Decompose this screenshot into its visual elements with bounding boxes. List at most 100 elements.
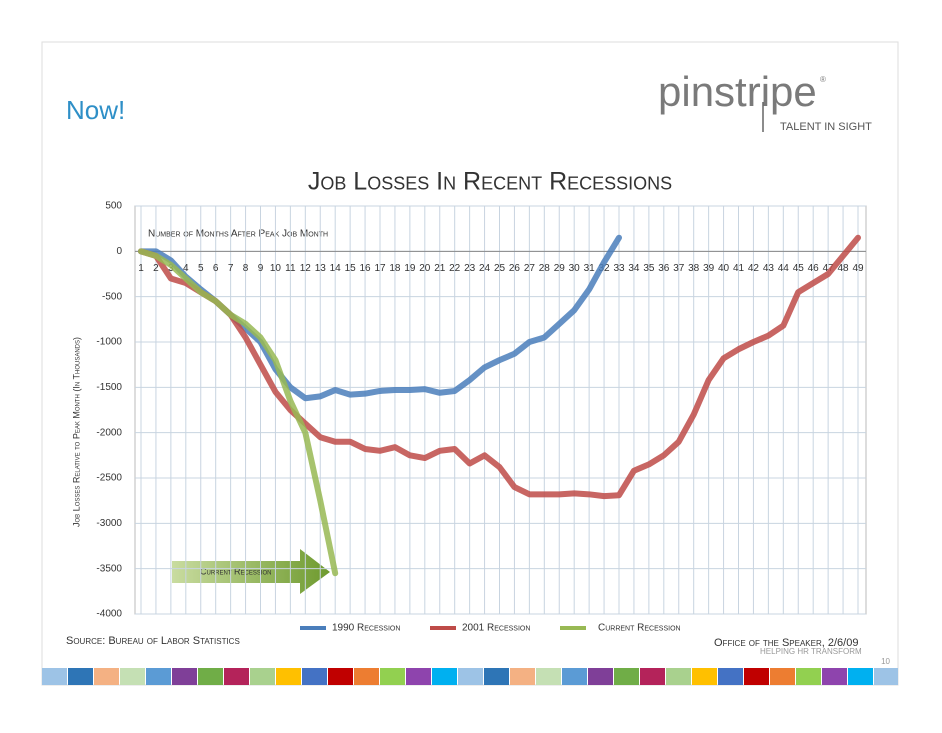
strip-block bbox=[770, 668, 795, 685]
chart-title: Job Losses In Recent Recessions bbox=[308, 168, 672, 196]
strip-block bbox=[120, 668, 145, 685]
strip-block bbox=[406, 668, 431, 685]
x-tick-label: 41 bbox=[733, 263, 745, 274]
strip-block bbox=[198, 668, 223, 685]
strip-block bbox=[354, 668, 379, 685]
legend-label: Current Recession bbox=[598, 623, 681, 634]
strip-block bbox=[718, 668, 743, 685]
logo-mark: ® bbox=[820, 75, 826, 84]
x-tick-label: 9 bbox=[258, 263, 264, 274]
x-tick-label: 8 bbox=[243, 263, 249, 274]
x-tick-label: 7 bbox=[228, 263, 234, 274]
strip-block bbox=[874, 668, 898, 685]
x-tick-label: 23 bbox=[464, 263, 476, 274]
x-tick-label: 42 bbox=[748, 263, 760, 274]
x-tick-label: 47 bbox=[823, 263, 835, 274]
x-tick-label: 37 bbox=[673, 263, 685, 274]
x-tick-label: 49 bbox=[852, 263, 864, 274]
x-tick-label: 19 bbox=[404, 263, 416, 274]
x-tick-label: 35 bbox=[643, 263, 655, 274]
strip-block bbox=[42, 668, 67, 685]
y-tick-label: -500 bbox=[102, 291, 122, 302]
x-tick-label: 33 bbox=[613, 263, 625, 274]
color-strip bbox=[42, 668, 898, 685]
x-tick-label: 43 bbox=[763, 263, 775, 274]
x-tick-label: 26 bbox=[509, 263, 521, 274]
x-tick-label: 17 bbox=[374, 263, 386, 274]
x-tick-label: 28 bbox=[539, 263, 551, 274]
x-tick-label: 44 bbox=[778, 263, 790, 274]
strip-block bbox=[536, 668, 561, 685]
page-number: 10 bbox=[881, 657, 890, 666]
x-tick-label: 32 bbox=[599, 263, 611, 274]
strip-block bbox=[146, 668, 171, 685]
x-tick-label: 24 bbox=[479, 263, 491, 274]
x-tick-label: 16 bbox=[360, 263, 372, 274]
strip-block bbox=[744, 668, 769, 685]
x-tick-label: 46 bbox=[808, 263, 820, 274]
x-tick-label: 38 bbox=[688, 263, 700, 274]
strip-block bbox=[276, 668, 301, 685]
x-tick-label: 29 bbox=[554, 263, 566, 274]
x-tick-label: 15 bbox=[345, 263, 357, 274]
x-tick-label: 10 bbox=[270, 263, 282, 274]
x-tick-label: 2 bbox=[153, 263, 159, 274]
strip-block bbox=[302, 668, 327, 685]
x-tick-label: 45 bbox=[793, 263, 805, 274]
strip-block bbox=[666, 668, 691, 685]
x-tick-label: 20 bbox=[419, 263, 431, 274]
strip-block bbox=[848, 668, 873, 685]
x-tick-label: 39 bbox=[703, 263, 715, 274]
x-tick-label: 27 bbox=[524, 263, 536, 274]
strip-block bbox=[484, 668, 509, 685]
x-tick-label: 11 bbox=[285, 263, 296, 274]
y-tick-label: -2000 bbox=[96, 427, 122, 438]
strip-block bbox=[94, 668, 119, 685]
x-tick-label: 22 bbox=[449, 263, 461, 274]
x-tick-label: 6 bbox=[213, 263, 219, 274]
strip-block bbox=[614, 668, 639, 685]
strip-block bbox=[432, 668, 457, 685]
x-tick-label: 5 bbox=[198, 263, 204, 274]
strip-block bbox=[796, 668, 821, 685]
y-axis-label: Job Losses Relative to Peak Month (In Th… bbox=[71, 337, 81, 527]
x-tick-label: 30 bbox=[569, 263, 581, 274]
x-tick-label: 25 bbox=[494, 263, 506, 274]
logo: pinstripe bbox=[658, 68, 817, 115]
strip-block bbox=[692, 668, 717, 685]
x-tick-label: 48 bbox=[838, 263, 850, 274]
strip-block bbox=[328, 668, 353, 685]
annotation: Current Recession bbox=[200, 566, 272, 576]
y-tick-label: -1000 bbox=[96, 337, 122, 348]
y-tick-label: -4000 bbox=[96, 609, 122, 620]
x-tick-label: 4 bbox=[183, 263, 189, 274]
x-tick-label: 1 bbox=[138, 263, 144, 274]
slide-title: Now! bbox=[66, 95, 125, 125]
series-line bbox=[138, 234, 861, 500]
strip-block bbox=[224, 668, 249, 685]
legend-label: 1990 Recession bbox=[332, 623, 400, 634]
strip-block bbox=[458, 668, 483, 685]
strip-block bbox=[172, 668, 197, 685]
y-tick-label: 500 bbox=[105, 201, 122, 212]
strip-block bbox=[380, 668, 405, 685]
series-line bbox=[138, 248, 339, 577]
x-axis-label: Number of Months After Peak Job Month bbox=[148, 229, 328, 240]
tagline: TALENT IN SIGHT bbox=[780, 121, 872, 133]
x-tick-label: 12 bbox=[300, 263, 312, 274]
strip-block bbox=[562, 668, 587, 685]
x-tick-label: 13 bbox=[315, 263, 327, 274]
x-tick-label: 40 bbox=[718, 263, 730, 274]
strip-block bbox=[588, 668, 613, 685]
strip-block bbox=[822, 668, 847, 685]
y-tick-label: -3000 bbox=[96, 518, 122, 529]
y-tick-label: -1500 bbox=[96, 382, 122, 393]
x-tick-label: 34 bbox=[628, 263, 640, 274]
y-tick-label: -3500 bbox=[96, 563, 122, 574]
y-tick-label: -2500 bbox=[96, 473, 122, 484]
y-tick-label: 0 bbox=[116, 246, 122, 257]
x-tick-label: 14 bbox=[330, 263, 342, 274]
strip-block bbox=[68, 668, 93, 685]
x-tick-label: 36 bbox=[658, 263, 670, 274]
